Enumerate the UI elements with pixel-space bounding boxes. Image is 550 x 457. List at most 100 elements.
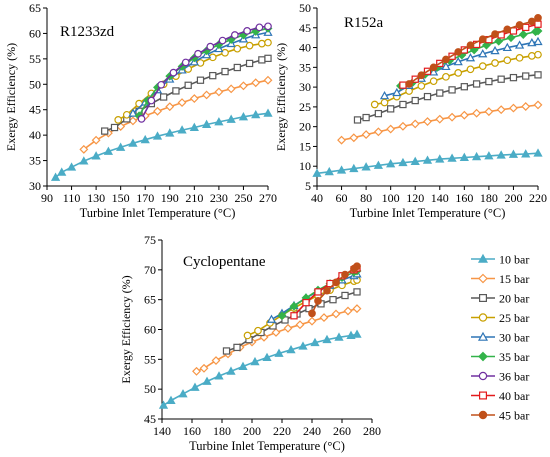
data-point (490, 45, 500, 55)
x-tick-label: 150 (112, 191, 130, 205)
x-tick-label: 90 (41, 191, 53, 205)
x-tick-label: 220 (273, 424, 291, 438)
data-point (264, 22, 272, 31)
data-point (508, 103, 518, 113)
data-point (508, 149, 519, 158)
series-45-bar (308, 262, 361, 318)
y-tick-label: 75 (144, 233, 156, 247)
data-point (478, 49, 488, 58)
legend-item: 40 bar (471, 389, 529, 403)
data-point (233, 343, 241, 352)
legend-item: 30 bar (471, 331, 529, 345)
data-point (502, 42, 512, 52)
data-point (442, 55, 450, 64)
series-20-bar (222, 288, 361, 355)
data-point (66, 162, 77, 171)
data-point (152, 131, 163, 140)
data-point (243, 331, 252, 340)
data-point (178, 389, 188, 398)
y-tick-label: 15 (299, 139, 311, 153)
x-axis-label: Turbine Inlet Temperature (°C) (350, 206, 506, 220)
data-point (423, 117, 432, 126)
data-point (472, 108, 482, 118)
series-10-bar (312, 148, 543, 177)
data-point (533, 100, 543, 110)
data-point (515, 53, 524, 62)
chart-cyclopentane: 45 50 55 60 65 70 75 140 160 180 200 220 240 260 280 Tu… (119, 233, 381, 453)
data-point (453, 56, 463, 66)
data-point (153, 106, 162, 116)
data-point (454, 69, 463, 77)
data-point (435, 114, 445, 124)
legend-label: 25 bar (499, 311, 529, 325)
data-point (361, 130, 371, 140)
data-point (447, 112, 457, 122)
y-axis-label: Exergy Efficiency (%) (274, 43, 288, 151)
x-axis-label: Turbine Inlet Temperature (°C) (80, 206, 236, 220)
data-point (521, 149, 531, 158)
data-point (165, 128, 175, 137)
legend-marker (478, 351, 488, 362)
x-tick-label: 160 (455, 191, 473, 205)
chart-r1233zd: 30 35 40 45 50 55 60 65 90 110 130 150 170 190 210 230 2… (4, 1, 277, 220)
data-point (264, 54, 272, 63)
data-point (423, 92, 432, 101)
series-line (55, 112, 269, 179)
data-point (405, 80, 413, 88)
x-tick-label: 210 (185, 191, 203, 205)
data-point (373, 160, 384, 169)
data-point (334, 332, 344, 341)
data-point (528, 17, 536, 26)
data-point (226, 114, 236, 123)
x-axis-label: Turbine Inlet Temperature (°C) (189, 439, 345, 453)
data-point (353, 116, 362, 124)
data-point (214, 371, 224, 380)
legend-item: 10 bar (471, 253, 529, 267)
data-point (226, 366, 236, 375)
data-point (373, 127, 383, 137)
y-tick-label: 10 (299, 159, 311, 173)
series-10-bar (50, 108, 273, 181)
data-point (274, 348, 284, 357)
data-point (298, 341, 308, 350)
data-point (314, 288, 322, 296)
data-point (277, 311, 287, 321)
data-point (91, 151, 101, 160)
legend-marker (478, 313, 488, 322)
series-line (138, 27, 269, 117)
data-point (258, 56, 266, 64)
data-point (307, 316, 317, 326)
x-tick-label: 260 (333, 424, 351, 438)
data-point (177, 98, 187, 108)
data-point (258, 39, 266, 48)
data-point (128, 116, 138, 126)
data-point (147, 96, 156, 105)
legend-label: 35 bar (499, 350, 529, 364)
data-point (447, 153, 457, 162)
x-tick-label: 200 (243, 424, 261, 438)
x-tick-label: 140 (153, 424, 171, 438)
data-point (190, 382, 200, 391)
series-10-bar (158, 329, 362, 409)
data-point (329, 296, 337, 304)
data-point (165, 102, 175, 112)
y-tick-label: 20 (299, 120, 311, 134)
legend-label: 45 bar (499, 409, 529, 423)
data-point (233, 63, 241, 72)
data-point (379, 90, 390, 100)
data-point (254, 326, 262, 335)
data-point (192, 366, 201, 376)
data-point (533, 26, 543, 36)
legend-marker (477, 331, 489, 341)
y-tick-label: 55 (29, 52, 41, 66)
data-point (509, 73, 518, 82)
y-axis-label: Exergy Efficiency (%) (4, 43, 18, 151)
data-point (466, 41, 475, 50)
data-point (503, 56, 512, 65)
data-point (262, 352, 272, 362)
data-point (422, 155, 433, 164)
x-tick-label: 80 (360, 191, 372, 205)
data-point (181, 58, 190, 67)
legend-item: 45 bar (471, 409, 529, 423)
data-point (79, 144, 89, 154)
